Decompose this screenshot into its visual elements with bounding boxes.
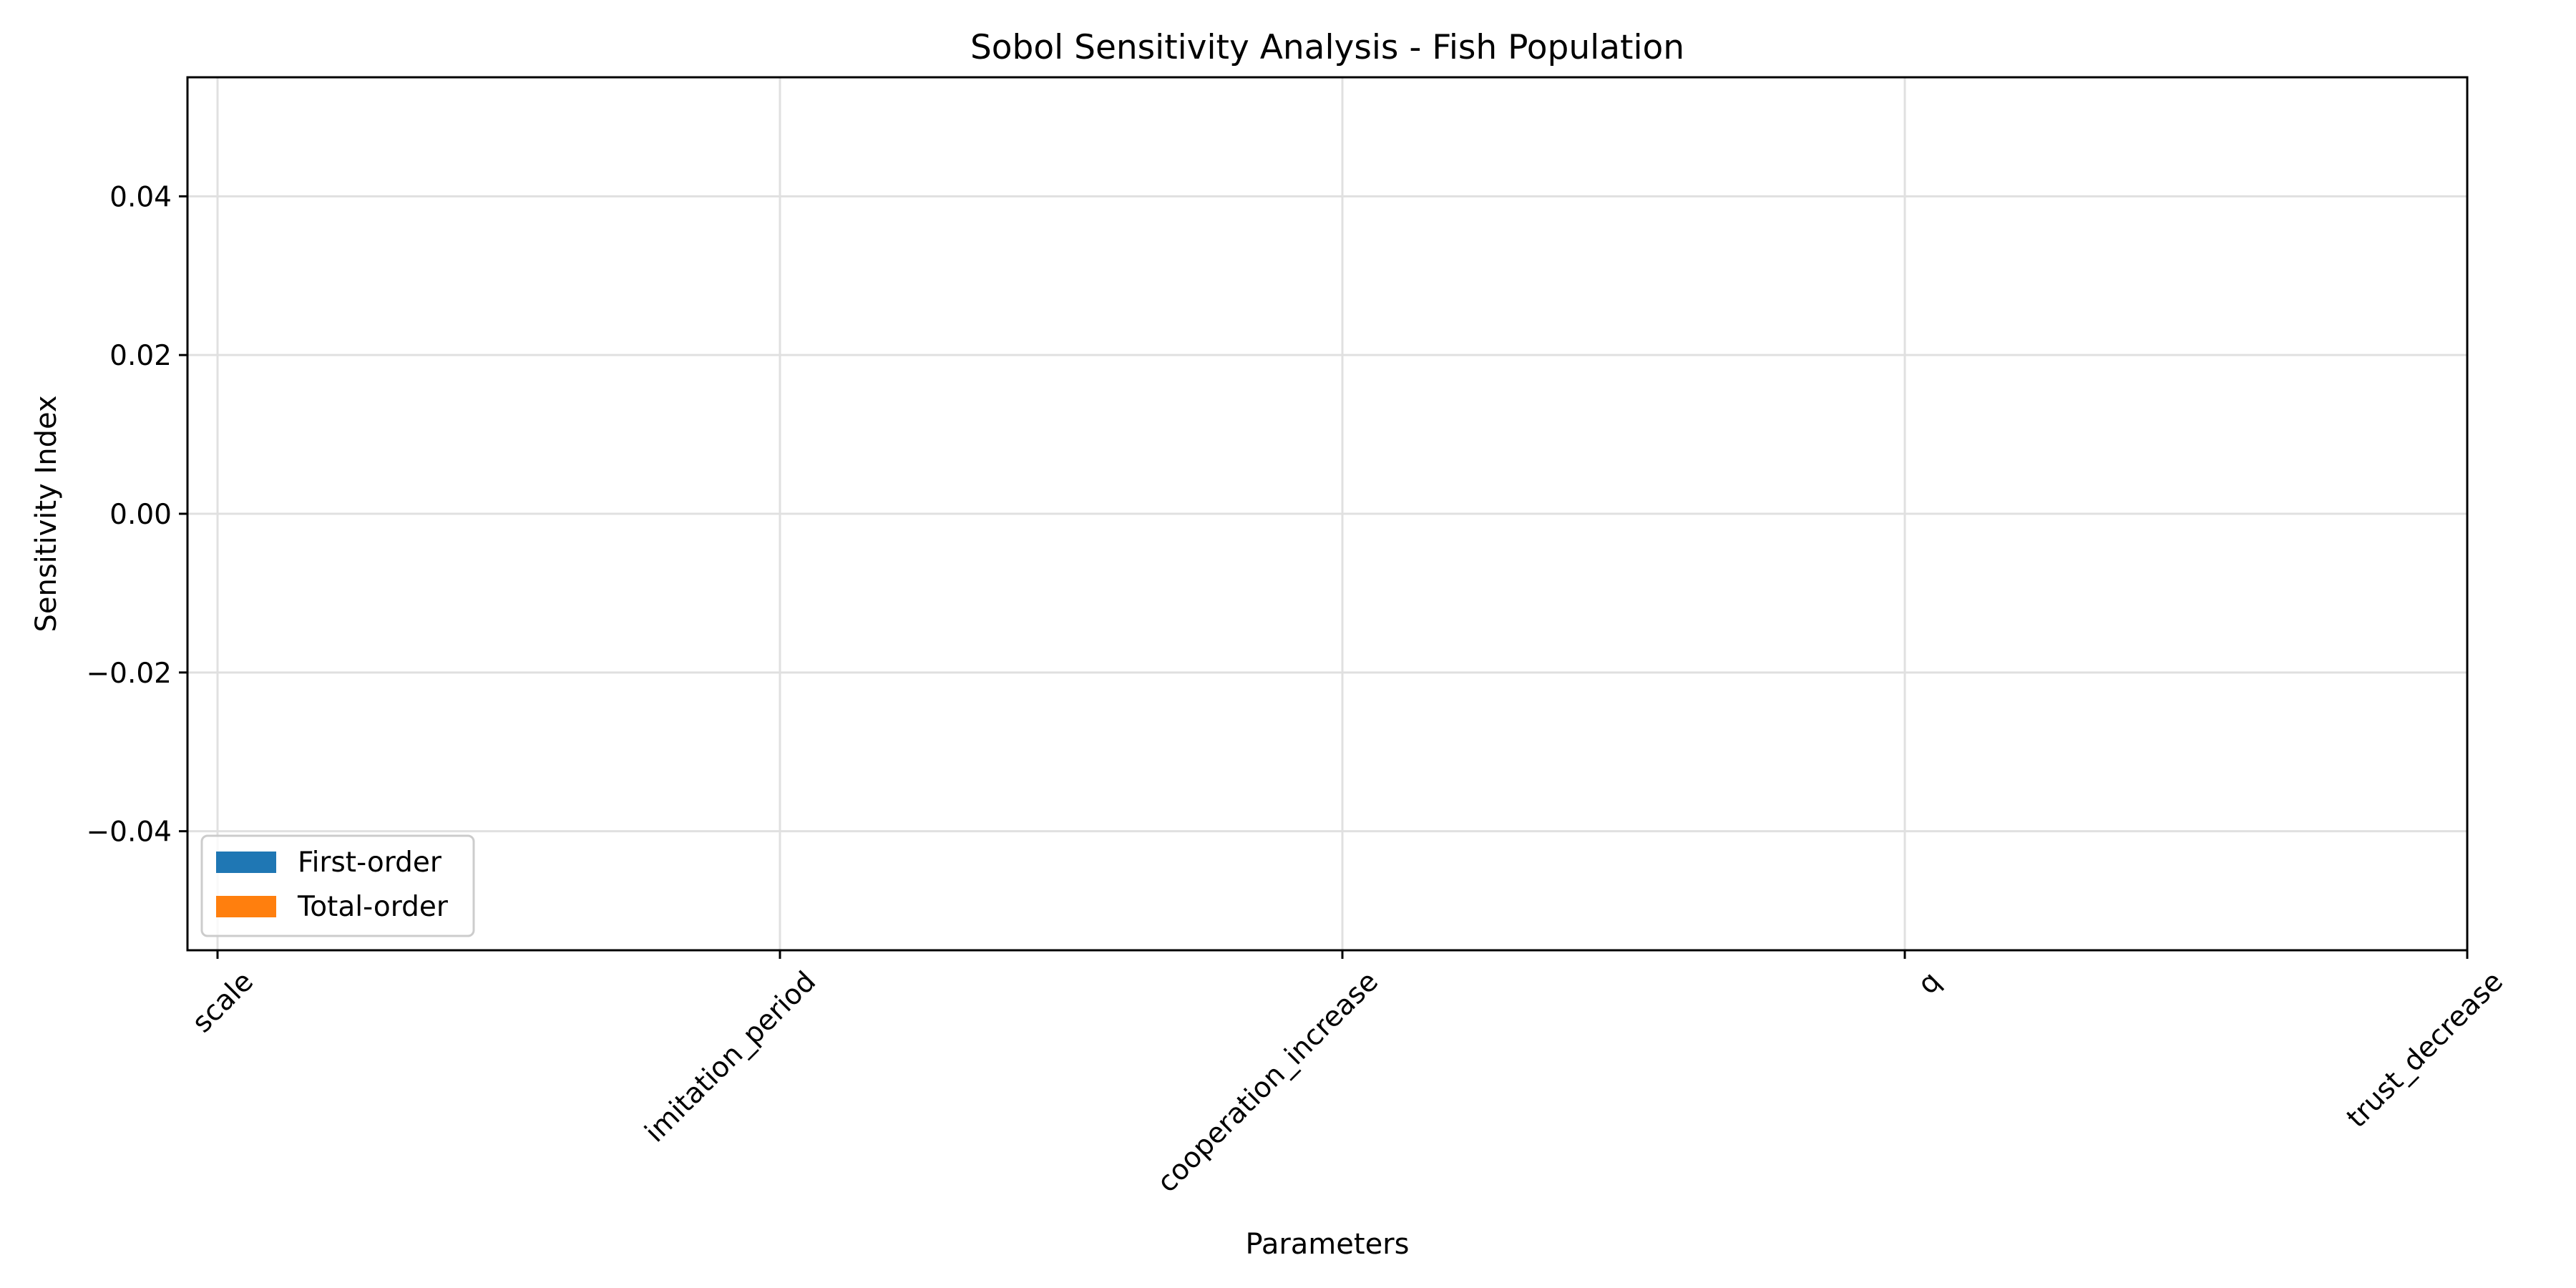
x-tick-label: scale xyxy=(186,965,260,1039)
x-tick-label: imitation_period xyxy=(639,965,822,1148)
x-tick-label: q xyxy=(1912,965,1947,1000)
y-axis-label: Sensitivity Index xyxy=(30,395,63,632)
y-tick-label: 0.02 xyxy=(109,340,172,372)
x-tick-label: trust_decrease xyxy=(2341,965,2509,1134)
grid-layer xyxy=(187,77,2469,950)
legend-label: Total-order xyxy=(297,891,449,923)
x-tick-label: cooperation_increase xyxy=(1151,965,1385,1199)
chart-title: Sobol Sensitivity Analysis - Fish Popula… xyxy=(970,28,1684,67)
y-tick-label: −0.04 xyxy=(86,816,172,849)
x-axis-label: Parameters xyxy=(1246,1228,1410,1261)
legend: First-order Total-order xyxy=(200,834,475,937)
y-tick-label: −0.02 xyxy=(86,658,172,690)
legend-swatch xyxy=(216,896,276,917)
y-tick-label: 0.04 xyxy=(109,181,172,213)
x-axis: scale imitation_period cooperation_increas… xyxy=(186,950,2509,1199)
y-axis: −0.04 −0.02 0.00 0.02 0.04 xyxy=(86,181,187,849)
y-tick-label: 0.00 xyxy=(109,499,172,531)
legend-label: First-order xyxy=(298,847,442,879)
legend-swatch xyxy=(216,852,276,873)
